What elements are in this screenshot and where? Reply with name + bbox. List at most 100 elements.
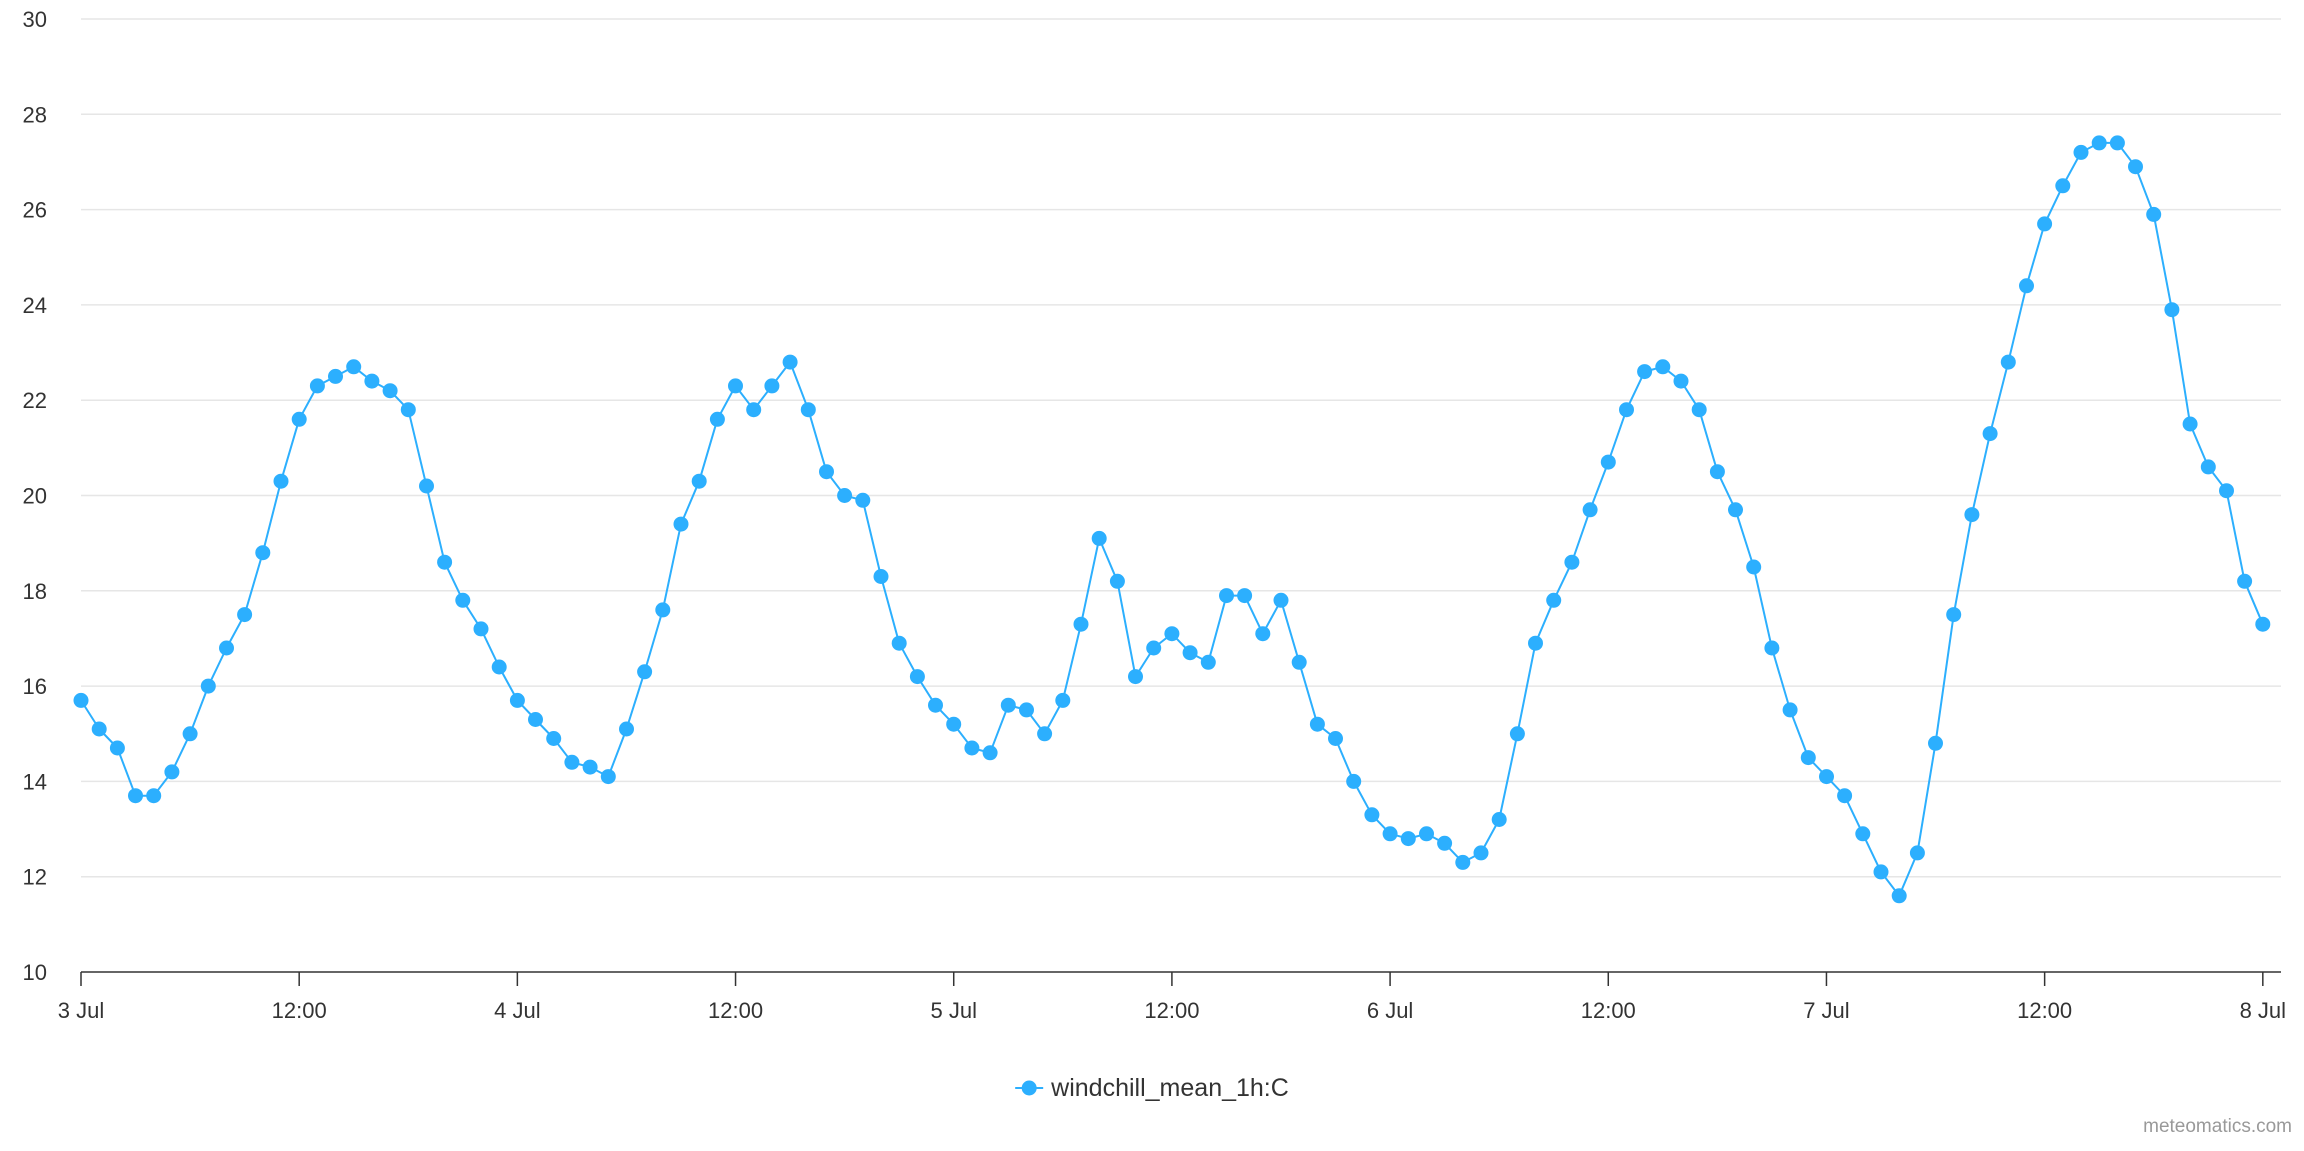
data-point[interactable] [1600,454,1616,470]
data-point[interactable] [1982,426,1998,442]
data-point[interactable] [1055,692,1071,708]
data-point[interactable] [728,378,743,394]
data-point[interactable] [1800,750,1816,766]
data-point[interactable] [746,402,762,418]
data-point[interactable] [1782,702,1798,718]
data-point[interactable] [419,478,434,494]
data-point[interactable] [1273,592,1289,608]
data-point[interactable] [219,640,234,656]
data-point[interactable] [1891,888,1907,904]
data-point[interactable] [2164,302,2180,318]
data-point[interactable] [1928,735,1943,751]
data-point[interactable] [509,692,525,708]
data-point[interactable] [2019,278,2034,294]
data-point[interactable] [437,554,453,570]
data-point[interactable] [1419,826,1434,842]
data-point[interactable] [1128,669,1143,685]
data-point[interactable] [546,731,562,746]
data-point[interactable] [2146,206,2162,222]
data-point[interactable] [982,745,998,761]
data-point[interactable] [1855,826,1871,842]
data-point[interactable] [146,788,162,804]
data-point[interactable] [1582,502,1598,518]
data-point[interactable] [1200,654,1216,670]
data-point[interactable] [1237,588,1253,604]
data-point[interactable] [1164,626,1180,642]
data-point[interactable] [291,411,307,427]
data-point[interactable] [891,635,907,651]
data-point[interactable] [1909,845,1925,861]
data-point[interactable] [346,359,362,375]
data-point[interactable] [1019,702,1034,718]
data-point[interactable] [619,721,634,737]
data-point[interactable] [2255,616,2271,632]
data-point[interactable] [673,516,689,532]
data-point[interactable] [1146,640,1162,656]
data-point[interactable] [1946,607,1962,623]
data-point[interactable] [1728,502,1743,518]
data-point[interactable] [691,473,707,489]
data-point[interactable] [855,492,871,508]
data-point[interactable] [782,354,798,370]
data-point[interactable] [1691,402,1707,418]
data-point[interactable] [1546,592,1562,608]
data-point[interactable] [73,692,89,708]
data-point[interactable] [819,464,834,480]
credit-text[interactable]: meteomatics.com [2143,1116,2292,1137]
data-point[interactable] [837,488,853,503]
data-point[interactable] [2073,144,2089,160]
data-point[interactable] [1637,364,1653,380]
data-point[interactable] [1709,464,1725,480]
data-point[interactable] [637,664,653,680]
data-point[interactable] [1382,826,1398,842]
data-point[interactable] [1091,530,1107,546]
data-point[interactable] [1746,559,1762,575]
data-point[interactable] [1037,726,1053,742]
data-point[interactable] [1346,773,1362,789]
data-point[interactable] [655,602,671,618]
data-point[interactable] [91,721,107,737]
data-point[interactable] [1000,697,1016,713]
data-point[interactable] [1819,769,1834,785]
data-point[interactable] [473,621,489,637]
data-point[interactable] [582,759,598,775]
data-point[interactable] [1473,845,1489,861]
data-point[interactable] [237,607,253,623]
data-point[interactable] [328,368,343,384]
data-point[interactable] [1255,626,1271,642]
data-point[interactable] [1455,854,1471,870]
data-point[interactable] [2182,416,2198,432]
data-point[interactable] [946,716,962,732]
data-point[interactable] [2109,135,2125,151]
data-point[interactable] [2219,483,2234,499]
data-point[interactable] [200,678,216,694]
data-point[interactable] [2200,459,2216,475]
data-point[interactable] [2237,573,2253,589]
data-point[interactable] [255,545,271,561]
data-point[interactable] [164,764,180,780]
data-point[interactable] [1309,716,1325,732]
data-point[interactable] [1509,726,1525,742]
data-point[interactable] [1109,573,1125,589]
data-point[interactable] [1328,731,1343,746]
data-point[interactable] [273,473,289,489]
data-point[interactable] [400,402,416,418]
data-point[interactable] [709,411,725,427]
data-point[interactable] [182,726,198,742]
data-point[interactable] [382,383,398,399]
data-point[interactable] [491,659,507,675]
data-point[interactable] [873,569,889,584]
data-point[interactable] [364,373,380,389]
data-point[interactable] [128,788,143,804]
data-point[interactable] [1219,588,1234,604]
data-point[interactable] [2037,216,2053,232]
data-point[interactable] [1073,616,1089,632]
data-point[interactable] [764,378,780,394]
data-point[interactable] [528,712,543,727]
legend-label[interactable]: windchill_mean_1h:C [1050,1074,1289,1102]
data-point[interactable] [909,669,925,685]
data-point[interactable] [2055,178,2071,194]
data-point[interactable] [2128,159,2143,175]
data-point[interactable] [2000,354,2016,370]
legend-marker[interactable] [1021,1080,1037,1096]
